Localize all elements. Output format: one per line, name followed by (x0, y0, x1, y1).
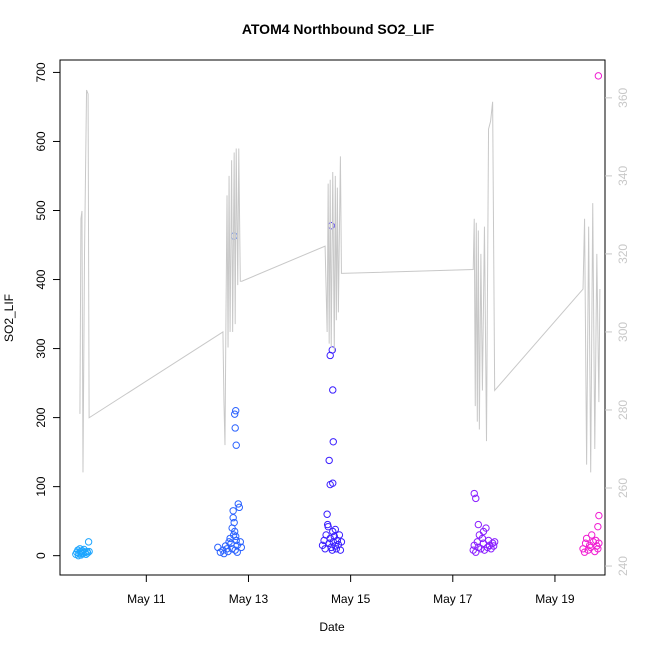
scatter-point (582, 534, 591, 543)
y2-tick-label: 300 (616, 322, 630, 342)
y-tick-label: 0 (34, 552, 48, 559)
y-tick-label: 200 (34, 407, 48, 427)
y-axis-label: SO2_LIF (2, 294, 16, 342)
chart-title: ATOM4 Northbound SO2_LIF (242, 21, 435, 37)
y-tick-label: 500 (34, 200, 48, 220)
scatter-point (489, 542, 498, 550)
y2-tick-label: 240 (616, 556, 630, 576)
scatter-point (323, 510, 331, 518)
y-tick-label: 600 (34, 131, 48, 151)
scatter-point (232, 536, 240, 545)
y2-tick-label: 360 (616, 88, 630, 108)
scatter-point (219, 546, 227, 554)
scatter-point (230, 518, 238, 527)
scatter-point (234, 500, 242, 508)
scatter-point (231, 424, 239, 432)
scatter-point (490, 538, 499, 546)
scatter-point (335, 531, 344, 539)
y2-tick-label: 320 (616, 244, 630, 264)
scatter-point (325, 539, 333, 547)
scatter-point (236, 538, 245, 546)
scatter-point (337, 538, 346, 546)
line-series (79, 89, 601, 473)
scatter-point (232, 532, 240, 541)
scatter-point (232, 441, 240, 449)
scatter-point (595, 539, 603, 547)
x-tick-label: May 13 (229, 592, 269, 606)
y2-tick-label: 340 (616, 166, 630, 186)
scatter-point (329, 386, 337, 394)
scatter-point (328, 346, 336, 354)
scatter-point (83, 549, 92, 557)
y-tick-label: 300 (34, 338, 48, 358)
scatter-point (231, 546, 239, 554)
scatter-point (470, 489, 478, 498)
scatter-point (230, 410, 239, 418)
scatter-point (230, 527, 239, 536)
plot-frame (59, 59, 606, 576)
scatter-point (85, 547, 93, 556)
scatter-point (588, 531, 596, 539)
x-tick-label: May 11 (127, 592, 166, 606)
scatter-point (329, 438, 337, 446)
scatter-point (594, 72, 603, 80)
x-tick-label: May 19 (535, 592, 575, 606)
y2-tick-label: 260 (616, 478, 630, 498)
scatter-point (323, 520, 332, 529)
scatter-point (595, 511, 603, 520)
scatter-point (225, 538, 233, 546)
scatter-point (594, 522, 602, 531)
scatter-point (332, 545, 341, 553)
scatter-point (329, 479, 337, 487)
scatter-point (232, 406, 240, 415)
scatter-point (84, 538, 93, 546)
y-tick-label: 700 (34, 62, 48, 82)
x-axis-label: Date (319, 620, 345, 634)
scatter-point (237, 543, 246, 552)
y-tick-label: 100 (34, 476, 48, 496)
y-tick-label: 400 (34, 269, 48, 289)
scatter-point (336, 546, 345, 554)
y2-tick-label: 280 (616, 400, 630, 420)
scatter-point (580, 548, 589, 556)
scatter-point (474, 520, 483, 529)
scatter-point (594, 545, 602, 553)
scatter-point (229, 507, 237, 515)
scatter-point (229, 514, 237, 522)
scatter-point (325, 456, 333, 465)
scatter-point (479, 527, 488, 536)
scatter-point (581, 539, 590, 547)
scatter-point (233, 548, 241, 556)
scatter-point (472, 494, 480, 503)
x-tick-label: May 15 (331, 592, 371, 606)
scatter-point (235, 503, 243, 512)
scatter-point (331, 525, 340, 534)
x-tick-label: May 17 (433, 592, 473, 606)
